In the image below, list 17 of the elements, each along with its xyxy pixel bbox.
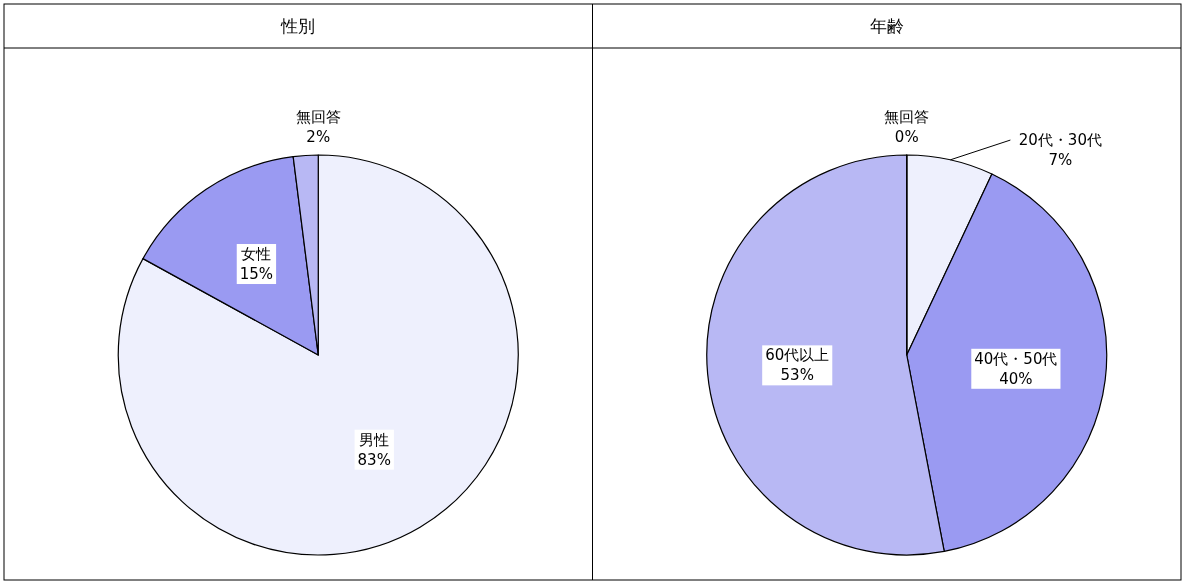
data-label: 83% <box>357 450 391 469</box>
category-label: 無回答 <box>884 108 930 126</box>
chart-title: 年齢 <box>869 16 904 36</box>
data-label: 2% <box>306 128 331 146</box>
data-label: 53% <box>780 366 814 385</box>
chart-title: 性別 <box>280 16 316 36</box>
data-label: 15% <box>239 265 274 284</box>
slice-label: 20代・30代 <box>1018 131 1102 150</box>
text: 0% <box>894 128 919 146</box>
slice-label: 男性 <box>359 430 390 449</box>
slice-label: 60代以上 <box>765 346 830 365</box>
slice-label: 無回答 <box>295 108 341 126</box>
data-label: 40% <box>999 369 1033 388</box>
slice-label: 40代・50代 <box>974 349 1058 368</box>
data-label: 7% <box>1048 151 1073 170</box>
slice-label: 女性 <box>241 245 272 264</box>
pie-slice <box>117 154 519 556</box>
